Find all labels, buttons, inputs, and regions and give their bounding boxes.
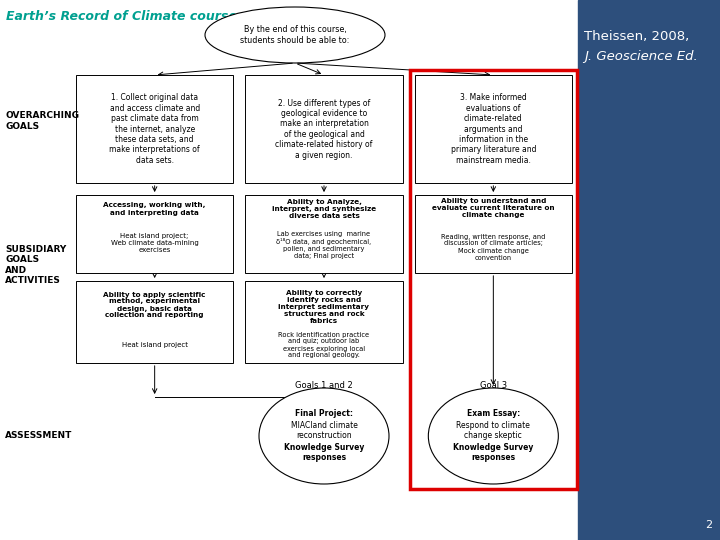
Bar: [76, 281, 233, 363]
Text: Final Project:: Final Project:: [295, 409, 353, 418]
Text: Ability to understand and
evaluate current literature on
climate change: Ability to understand and evaluate curre…: [432, 198, 554, 218]
Text: Knowledge Survey: Knowledge Survey: [453, 442, 534, 451]
Text: reconstruction: reconstruction: [296, 431, 352, 441]
Text: MIACland climate: MIACland climate: [291, 421, 357, 429]
Bar: [410, 70, 577, 489]
Text: By the end of this course,
students should be able to:: By the end of this course, students shou…: [240, 25, 350, 45]
Bar: [415, 195, 572, 273]
Bar: [246, 195, 402, 273]
Ellipse shape: [259, 388, 389, 484]
Text: change skeptic: change skeptic: [464, 431, 522, 441]
Text: Theissen, 2008,: Theissen, 2008,: [584, 30, 689, 43]
Text: OVERARCHING
GOALS: OVERARCHING GOALS: [5, 111, 79, 131]
Bar: [76, 75, 233, 183]
Text: Reading, written response, and
discussion of climate articles;
Mock climate chan: Reading, written response, and discussio…: [441, 233, 546, 260]
Text: Ability to Analyze,
interpret, and synthesize
diverse data sets: Ability to Analyze, interpret, and synth…: [272, 199, 376, 219]
Text: Rock identification practice
and quiz; outdoor lab
exercises exploring local
and: Rock identification practice and quiz; o…: [279, 332, 369, 359]
Text: 2: 2: [705, 520, 712, 530]
Text: Goal 3: Goal 3: [480, 381, 507, 390]
Bar: [246, 281, 402, 363]
Text: Ability to apply scientific
method, experimental
design, basic data
collection a: Ability to apply scientific method, expe…: [104, 292, 206, 319]
Text: SUBSIDIARY
GOALS
AND
ACTIVITIES: SUBSIDIARY GOALS AND ACTIVITIES: [5, 245, 66, 285]
Text: responses: responses: [302, 454, 346, 462]
Text: Lab exercises using  marine
δ¹⁸O data, and geochemical,
pollen, and sedimentary
: Lab exercises using marine δ¹⁸O data, an…: [276, 231, 372, 259]
Bar: [415, 75, 572, 183]
Text: Respond to climate: Respond to climate: [456, 421, 530, 429]
Text: 2. Use different types of
geological evidence to
make an interpretation
of the g: 2. Use different types of geological evi…: [275, 98, 373, 159]
Ellipse shape: [205, 7, 385, 63]
Text: Heat island project: Heat island project: [122, 342, 188, 348]
Text: Accessing, working with,
and interpreting data: Accessing, working with, and interpretin…: [104, 202, 206, 215]
Text: 1. Collect original data
and access climate and
past climate data from
the inter: 1. Collect original data and access clim…: [109, 93, 200, 165]
Bar: [76, 195, 233, 273]
Text: Exam Essay:: Exam Essay:: [467, 409, 520, 418]
Text: ASSESSMENT: ASSESSMENT: [5, 431, 73, 441]
Ellipse shape: [428, 388, 558, 484]
Text: 3. Make informed
evaluations of
climate-related
arguments and
information in the: 3. Make informed evaluations of climate-…: [451, 93, 536, 165]
Text: Heat island project;
Web climate data-mining
exercises: Heat island project; Web climate data-mi…: [111, 233, 199, 253]
Text: Earth’s Record of Climate course: Earth’s Record of Climate course: [6, 10, 237, 23]
Text: Knowledge Survey: Knowledge Survey: [284, 442, 364, 451]
Text: J. Geoscience Ed.: J. Geoscience Ed.: [584, 50, 698, 63]
Bar: [578, 0, 720, 540]
Text: Goals 1 and 2: Goals 1 and 2: [295, 381, 353, 390]
Text: Ability to correctly
identify rocks and
interpret sedimentary
structures and roc: Ability to correctly identify rocks and …: [279, 290, 369, 324]
Bar: [246, 75, 402, 183]
Text: responses: responses: [472, 454, 516, 462]
